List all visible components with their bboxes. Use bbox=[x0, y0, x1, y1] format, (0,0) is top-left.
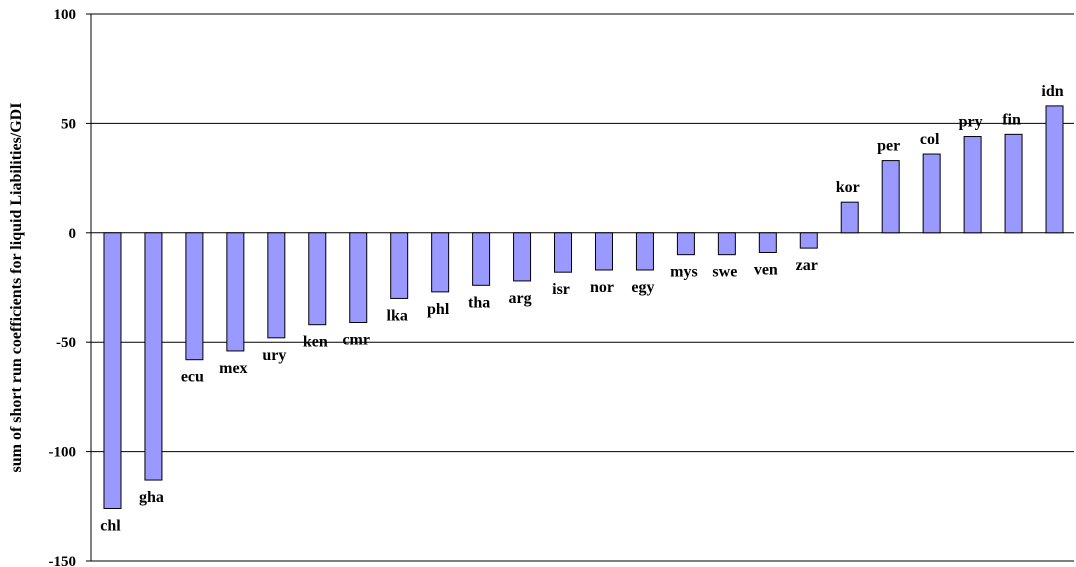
category-label: arg bbox=[509, 290, 532, 307]
bars bbox=[103, 105, 1064, 509]
category-label: swe bbox=[712, 264, 737, 281]
y-tick-label: 0 bbox=[69, 226, 77, 242]
category-label: phl bbox=[427, 301, 450, 318]
bar-chl bbox=[103, 232, 122, 509]
y-tick-label: 100 bbox=[54, 7, 77, 23]
y-axis-title: sum of short run coefficients for liquid… bbox=[8, 103, 25, 473]
bar-nor bbox=[594, 232, 613, 271]
category-label: egy bbox=[631, 279, 654, 296]
bar-kor bbox=[840, 201, 859, 234]
category-label: pry bbox=[959, 114, 983, 131]
category-label: ken bbox=[303, 334, 328, 351]
bar-mys bbox=[676, 232, 695, 256]
category-label: tha bbox=[468, 294, 490, 311]
y-tick-label: -100 bbox=[49, 445, 77, 461]
category-label: per bbox=[877, 138, 900, 155]
bar-gha bbox=[144, 232, 163, 481]
bar-per bbox=[881, 160, 900, 234]
y-tick-label: -150 bbox=[49, 554, 77, 567]
y-tick-label: 50 bbox=[61, 116, 76, 132]
bar-zar bbox=[799, 232, 818, 249]
category-label: idn bbox=[1041, 83, 1063, 100]
category-label: ven bbox=[754, 261, 778, 278]
bar-pry bbox=[963, 136, 982, 234]
bar-mex bbox=[226, 232, 245, 352]
category-label: ury bbox=[262, 347, 286, 364]
category-label: kor bbox=[836, 179, 860, 196]
bar-cmr bbox=[349, 232, 368, 324]
bar-ven bbox=[758, 232, 777, 253]
category-label: isr bbox=[552, 281, 570, 298]
bar-swe bbox=[717, 232, 736, 256]
category-label: fin bbox=[1002, 111, 1021, 128]
bar-lka bbox=[390, 232, 409, 299]
bar-col bbox=[922, 153, 941, 234]
category-label: cmr bbox=[342, 332, 370, 349]
category-label: chl bbox=[100, 517, 121, 534]
bar-arg bbox=[513, 232, 532, 282]
bar-ury bbox=[267, 232, 286, 339]
bar-phl bbox=[431, 232, 450, 293]
category-label: mys bbox=[670, 264, 698, 281]
category-label: gha bbox=[139, 489, 164, 506]
bar-idn bbox=[1045, 105, 1064, 234]
y-tick-label: -50 bbox=[56, 335, 76, 351]
y-tick-labels: 100 50 0 -50 -100 -150 bbox=[49, 7, 77, 567]
category-label: lka bbox=[387, 307, 408, 324]
category-label: nor bbox=[590, 279, 614, 296]
bar-isr bbox=[554, 232, 573, 273]
category-label: ecu bbox=[181, 369, 204, 386]
bar-tha bbox=[472, 232, 491, 286]
category-label: zar bbox=[796, 257, 818, 274]
category-label: col bbox=[920, 131, 940, 148]
bar-ken bbox=[308, 232, 327, 326]
bar-fin bbox=[1004, 133, 1023, 234]
category-label: mex bbox=[219, 360, 247, 377]
bar-egy bbox=[635, 232, 654, 271]
gridlines bbox=[86, 13, 1074, 562]
bar-ecu bbox=[185, 232, 204, 361]
